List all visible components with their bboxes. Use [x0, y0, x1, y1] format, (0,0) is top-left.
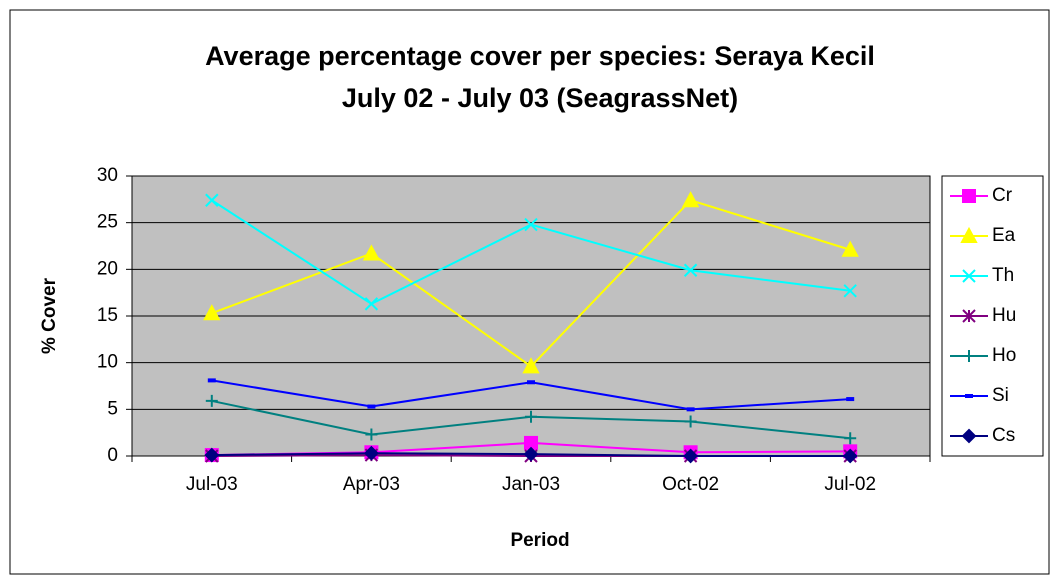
legend-marker — [962, 269, 976, 283]
data-point — [207, 378, 216, 383]
legend-marker — [961, 428, 977, 444]
x-tick-label: Jul-03 — [186, 474, 238, 495]
data-point — [204, 447, 220, 463]
legend-marker — [962, 309, 976, 323]
data-point — [842, 448, 858, 464]
data-point — [681, 191, 700, 208]
data-point — [367, 404, 376, 409]
legend-marker — [963, 350, 975, 362]
legend-label: Th — [992, 265, 1014, 286]
legend-label: Hu — [992, 305, 1016, 326]
legend-marker — [960, 226, 978, 243]
data-point — [524, 217, 538, 232]
legend-label: Cs — [992, 425, 1015, 446]
y-tick-label: 30 — [97, 165, 118, 186]
data-point — [846, 397, 855, 402]
y-axis-label: % Cover — [39, 277, 60, 354]
x-tick-label: Apr-03 — [343, 474, 400, 495]
y-tick-label: 5 — [107, 398, 118, 419]
chart-title: Average percentage cover per species: Se… — [205, 41, 875, 71]
x-tick-label: Oct-02 — [662, 474, 719, 495]
data-point — [686, 407, 695, 412]
data-point — [841, 240, 859, 257]
y-tick-label: 10 — [97, 352, 118, 373]
data-point — [522, 357, 540, 374]
legend-label: Ea — [992, 225, 1016, 246]
data-point — [365, 428, 378, 441]
x-axis-label: Period — [510, 530, 569, 551]
legend-label: Ho — [992, 345, 1016, 366]
data-point — [683, 448, 699, 464]
data-point — [205, 394, 218, 407]
data-point — [363, 445, 379, 461]
data-point — [362, 244, 381, 261]
data-point — [844, 432, 857, 445]
data-point — [523, 446, 539, 462]
data-point — [527, 380, 535, 385]
chart-subtitle: July 02 - July 03 (SeagrassNet) — [342, 83, 738, 113]
legend-label: Si — [992, 385, 1009, 406]
data-point — [203, 304, 221, 321]
x-tick-label: Jul-02 — [824, 474, 876, 495]
data-point — [525, 410, 537, 423]
y-tick-label: 20 — [97, 258, 118, 279]
data-point — [364, 297, 379, 311]
y-tick-label: 25 — [97, 212, 118, 233]
data-point — [683, 263, 698, 277]
y-tick-label: 0 — [107, 445, 118, 466]
y-tick-label: 15 — [97, 305, 118, 326]
legend-label: Cr — [992, 185, 1013, 206]
legend-marker — [965, 394, 973, 398]
data-point — [684, 415, 697, 428]
data-point — [843, 284, 857, 298]
data-point — [205, 193, 219, 207]
legend-marker — [962, 189, 976, 203]
x-tick-label: Jan-03 — [502, 474, 560, 495]
